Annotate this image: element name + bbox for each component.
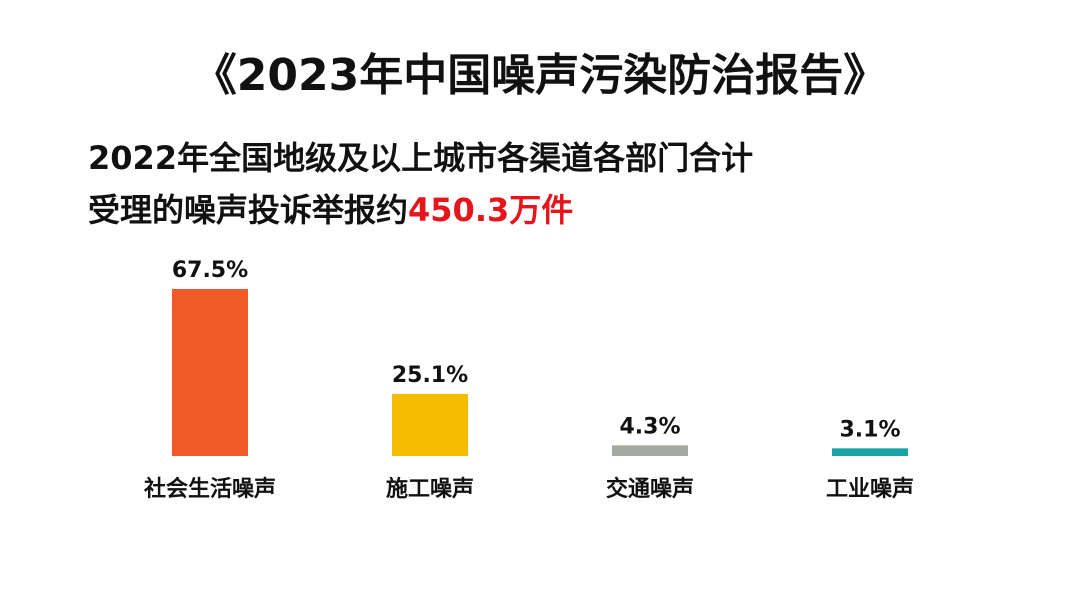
subtitle-highlight: 450.3万件 (408, 191, 573, 229)
value-label: 67.5% (172, 258, 248, 283)
chart-title: 《2023年中国噪声污染防治报告》 (193, 50, 887, 101)
subtitle: 2022年全国地级及以上城市各渠道各部门合计 (88, 139, 753, 177)
category-label: 社会生活噪声 (144, 476, 276, 502)
subtitle: 受理的噪声投诉举报约450.3万件 (88, 191, 573, 229)
bar (612, 445, 688, 456)
category-label: 施工噪声 (386, 476, 474, 502)
value-label: 3.1% (839, 417, 900, 442)
bar (172, 289, 248, 456)
category-label: 工业噪声 (826, 477, 914, 502)
bar (832, 448, 908, 456)
subtitle-text: 受理的噪声投诉举报约 (88, 191, 408, 229)
category-label: 交通噪声 (606, 476, 694, 502)
value-label: 25.1% (392, 363, 468, 388)
bar (392, 393, 468, 456)
value-label: 4.3% (619, 414, 680, 439)
